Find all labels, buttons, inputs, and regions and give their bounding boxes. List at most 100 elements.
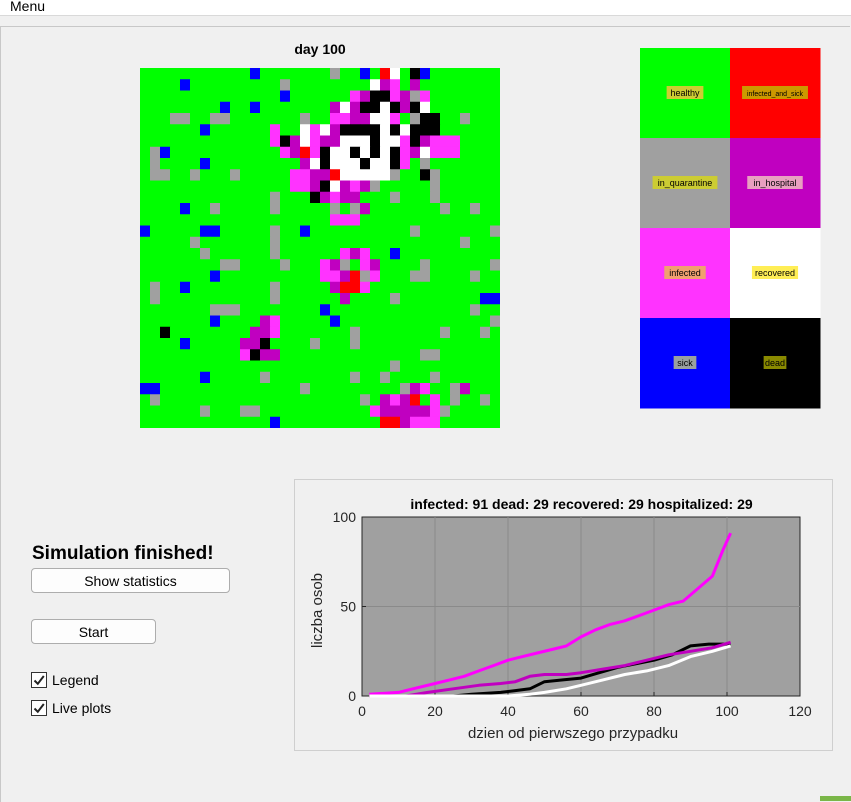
grid-cell (480, 281, 491, 294)
grid-cell (460, 293, 471, 305)
grid-cell (440, 79, 451, 91)
grid-cell (340, 349, 351, 361)
grid-cell (270, 248, 281, 260)
grid-cell (150, 79, 161, 91)
grid-cell (480, 270, 491, 283)
grid-cell (310, 146, 321, 159)
grid-cell (400, 236, 411, 249)
grid-cell (150, 259, 161, 271)
grid-cell (410, 293, 421, 305)
live-plots-checkbox-row[interactable]: Live plots (31, 699, 111, 717)
grid-cell (320, 180, 331, 193)
grid-cell (270, 214, 281, 226)
grid-cell (350, 360, 361, 373)
grid-cell (220, 371, 231, 384)
grid-cell (400, 90, 411, 103)
grid-cell (400, 158, 411, 170)
grid-cell (380, 281, 391, 294)
grid-cell (310, 169, 321, 181)
legend-label-box (664, 266, 706, 279)
grid-cell (280, 281, 291, 294)
grid-cell (220, 146, 231, 159)
grid-cell (460, 315, 471, 328)
grid-cell (240, 270, 251, 283)
grid-cell (210, 248, 221, 260)
grid-cell (140, 113, 151, 125)
grid-cell (470, 349, 481, 361)
grid-cell (350, 191, 361, 204)
grid-cell (200, 169, 211, 181)
grid-cell (200, 135, 211, 148)
grid-cell (330, 146, 341, 159)
grid-cell (300, 416, 311, 428)
grid-cell (370, 158, 381, 170)
live-plots-checkbox-label: Live plots (52, 700, 112, 716)
grid-cell (170, 360, 181, 373)
grid-cell (440, 225, 451, 238)
grid-cell (220, 259, 231, 271)
grid-cell (360, 90, 371, 103)
grid-cell (410, 225, 421, 238)
grid-cell (410, 383, 421, 395)
grid-cell (310, 360, 321, 373)
grid-cell (350, 68, 361, 80)
grid-cell (330, 203, 341, 215)
grid-cell (430, 101, 441, 114)
grid-cell (190, 304, 201, 316)
start-button[interactable]: Start (31, 619, 156, 644)
grid-cell (330, 371, 341, 384)
grid-cell (420, 124, 431, 136)
grid-cell (460, 101, 471, 114)
grid-cell (180, 360, 191, 373)
grid-cell (390, 326, 401, 339)
grid-cell (160, 169, 171, 181)
grid-cell (310, 281, 321, 294)
live-plots-checkbox[interactable] (31, 700, 47, 716)
grid-cell (360, 124, 371, 136)
grid-cell (190, 124, 201, 136)
grid-cell (420, 416, 431, 428)
grid-cell (490, 371, 500, 384)
grid-cell (450, 191, 461, 204)
grid-cell (140, 124, 151, 136)
grid-cell (390, 113, 401, 125)
grid-cell (210, 293, 221, 305)
plot-panel (294, 479, 833, 751)
grid-cell (370, 113, 381, 125)
grid-cell (340, 394, 351, 406)
grid-cell (250, 236, 261, 249)
grid-cell (490, 360, 500, 373)
grid-cell (230, 394, 241, 406)
grid-cell (360, 79, 371, 91)
legend-checkbox-row[interactable]: Legend (31, 671, 99, 689)
grid-cell (440, 281, 451, 294)
grid-cell (220, 158, 231, 170)
menu-item[interactable]: Menu (10, 0, 46, 14)
legend-checkbox[interactable] (31, 672, 47, 688)
grid-cell (370, 124, 381, 136)
grid-cell (470, 281, 481, 294)
grid-cell (460, 236, 471, 249)
grid-cell (460, 259, 471, 271)
grid-cell (210, 326, 221, 339)
grid-cell (330, 270, 341, 283)
grid-cell (410, 191, 421, 204)
grid-cell (460, 394, 471, 406)
grid-cell (190, 383, 201, 395)
grid-cell (280, 225, 291, 238)
show-statistics-button[interactable]: Show statistics (31, 568, 230, 593)
grid-cell (370, 236, 381, 249)
grid-cell (270, 360, 281, 373)
grid-cell (200, 293, 211, 305)
grid-cell (360, 270, 371, 283)
grid-cell (480, 360, 491, 373)
grid-cell (420, 214, 431, 226)
grid-cell (270, 169, 281, 181)
grid-cell (260, 349, 271, 361)
grid-cell (180, 203, 191, 215)
grid-cell (380, 248, 391, 260)
grid-cell (420, 191, 431, 204)
grid-cell (400, 248, 411, 260)
grid-cell (240, 259, 251, 271)
grid-cell (290, 416, 301, 428)
